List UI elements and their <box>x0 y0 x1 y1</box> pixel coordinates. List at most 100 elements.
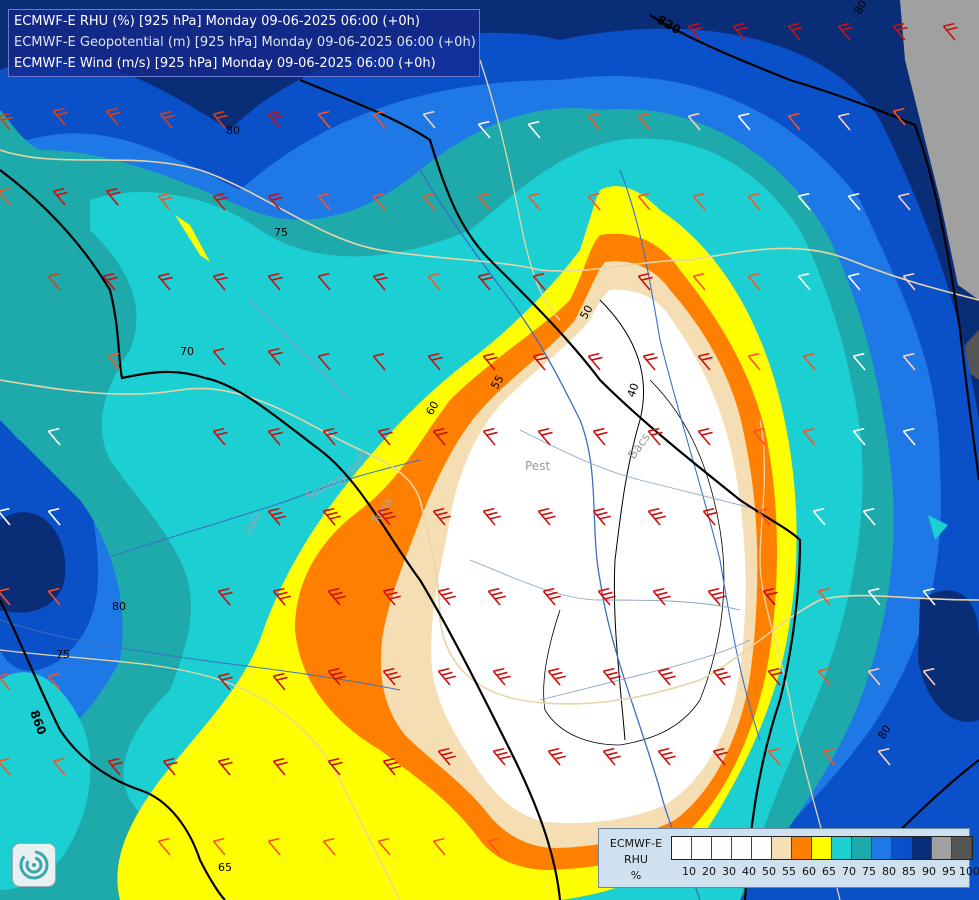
legend-swatch <box>852 837 872 859</box>
wind-barb-icon <box>212 110 228 129</box>
wind-barb-icon <box>0 672 11 691</box>
wind-barb-icon <box>537 507 556 526</box>
legend-swatch <box>892 837 912 859</box>
wind-barb-icon <box>217 587 233 606</box>
wind-barb-icon <box>267 110 283 129</box>
wind-barb-icon <box>637 272 653 291</box>
wind-barb-icon <box>892 22 908 41</box>
wind-barb-icon <box>267 837 281 856</box>
wind-barb-icon <box>712 667 731 686</box>
rh-label-80-e: 80 <box>875 723 893 742</box>
wind-barb-icon <box>102 272 118 291</box>
wind-barb-icon <box>327 587 346 606</box>
wind-barb-icon <box>702 507 718 526</box>
wind-barb-icon <box>527 192 541 211</box>
border-southwest <box>0 649 401 900</box>
wind-barb-icon <box>382 667 401 686</box>
wind-barb-icon <box>382 757 401 776</box>
wind-barb-icon <box>477 272 493 291</box>
county-line-1 <box>519 429 761 511</box>
wind-barb-icon <box>477 192 491 211</box>
wind-barb-icon <box>267 507 286 526</box>
wind-barb-icon <box>767 747 781 766</box>
rh-label-65-s: 65 <box>218 861 232 874</box>
river-drava <box>99 459 421 561</box>
wind-barb-icon <box>377 837 391 856</box>
wind-barb-icon <box>587 192 601 211</box>
rh-label-40: 40 <box>625 381 642 399</box>
legend-title: ECMWF-E <box>609 837 663 850</box>
wind-barb-icon <box>382 587 401 606</box>
wind-barb-icon <box>692 192 706 211</box>
wind-barb-icon <box>922 667 936 686</box>
wind-barb-icon <box>687 22 703 41</box>
legend-tick: 10 <box>682 865 696 878</box>
wind-barb-icon <box>687 112 701 131</box>
rh-field-70-west <box>0 672 91 890</box>
wind-barb-icon <box>327 757 343 776</box>
wind-barb-icon <box>847 192 861 211</box>
wind-barb-icon <box>47 427 61 446</box>
legend-tick: 50 <box>762 865 776 878</box>
wind-barbs-layer <box>0 22 958 856</box>
border-north <box>0 149 979 301</box>
wind-barb-icon <box>602 747 621 766</box>
legend-tick: 95 <box>942 865 956 878</box>
wind-barb-icon <box>317 272 331 291</box>
wind-barb-icon <box>47 587 61 606</box>
wind-barb-icon <box>427 352 443 371</box>
wind-barb-icon <box>372 110 386 129</box>
wind-barb-icon <box>812 507 826 526</box>
wind-barb-icon <box>602 667 621 686</box>
legend-tick: 65 <box>822 865 836 878</box>
wind-barb-icon <box>852 427 866 446</box>
legend-tick: 60 <box>802 865 816 878</box>
wind-barb-icon <box>852 352 866 371</box>
geopotential-contour-820 <box>649 14 979 481</box>
legend-swatch <box>792 837 812 859</box>
wind-barb-icon <box>537 427 553 446</box>
wind-barb-icon <box>542 587 561 606</box>
wind-barb-icon <box>867 667 881 686</box>
legend-swatch <box>872 837 892 859</box>
wind-barb-icon <box>105 187 121 206</box>
wind-barb-icon <box>317 352 331 371</box>
rh-label-55: 55 <box>488 373 506 392</box>
wind-barb-icon <box>477 120 491 139</box>
wind-barb-icon <box>482 352 498 371</box>
rh-legend: ECMWF-E RHU % 10 20 30 40 50 55 60 65 70 75 80 85 90… <box>598 828 979 888</box>
rh-label-80-w: 80 <box>112 600 126 613</box>
wind-barb-icon <box>817 587 831 606</box>
legend-swatch <box>912 837 932 859</box>
wind-barb-icon <box>372 192 386 211</box>
wind-barb-icon <box>437 667 456 686</box>
wind-barb-icon <box>267 347 283 366</box>
legend-tick: 100 <box>959 865 979 878</box>
wind-barb-icon <box>657 667 676 686</box>
rh-label-75-w: 75 <box>56 648 70 661</box>
geopotential-contour-b <box>299 78 802 900</box>
wind-barb-icon <box>837 112 851 131</box>
legend-tick: 85 <box>902 865 916 878</box>
wind-barb-icon <box>267 427 283 446</box>
wind-barb-icon <box>422 192 436 211</box>
wind-barb-icon <box>107 352 121 371</box>
rh-field-90-east <box>918 590 979 722</box>
wind-barb-icon <box>902 352 916 371</box>
legend-tick: 75 <box>862 865 876 878</box>
wind-barb-icon <box>157 192 173 211</box>
wind-barb-icon <box>432 507 451 526</box>
wind-barb-icon <box>657 747 676 766</box>
wind-barb-icon <box>427 272 441 291</box>
wind-barb-icon <box>0 187 11 206</box>
legend-color-scale <box>671 836 973 860</box>
wind-barb-icon <box>432 837 446 856</box>
river-danube <box>419 169 701 900</box>
legend-swatch <box>832 837 852 859</box>
legend-variable: RHU <box>624 853 648 866</box>
wind-barb-icon <box>747 352 761 371</box>
wind-barb-icon <box>267 192 283 211</box>
rh-field-95 <box>900 0 979 300</box>
